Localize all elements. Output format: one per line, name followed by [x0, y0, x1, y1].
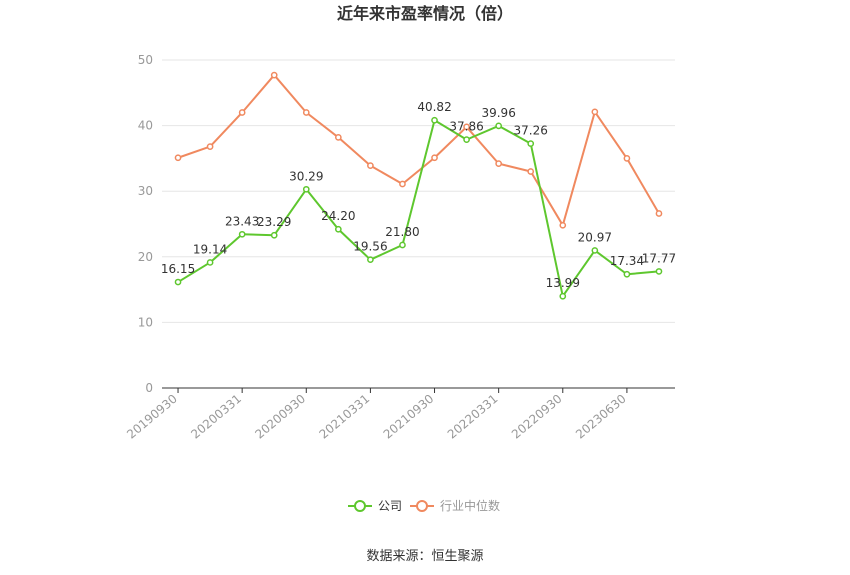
legend-item-company[interactable]: 公司	[348, 499, 402, 513]
company-data-label: 17.77	[642, 251, 676, 265]
company-point	[174, 278, 182, 286]
y-tick-label: 10	[138, 315, 153, 329]
company-point	[206, 259, 214, 266]
industry-median-point	[623, 155, 631, 162]
company-point	[431, 116, 438, 124]
company-series-line	[177, 119, 660, 298]
y-tick-label: 30	[138, 184, 153, 198]
x-axis: 20190930 20200331 20200930 20210331 20210930…	[124, 387, 675, 442]
company-data-label: 40.82	[417, 100, 451, 114]
company-point	[495, 122, 503, 130]
x-tick-label: 20190930	[124, 392, 180, 442]
company-data-label: 39.96	[481, 106, 515, 120]
industry-median-point	[238, 109, 246, 116]
company-data-label: 23.43	[225, 214, 259, 228]
industry-median-point	[463, 123, 470, 131]
company-data-label: 37.86	[449, 120, 483, 134]
industry-median-point	[495, 160, 503, 167]
company-data-label: 13.99	[546, 276, 580, 290]
company-point	[367, 256, 374, 264]
x-tick-label: 20220331	[445, 392, 501, 442]
industry-median-point	[270, 71, 278, 79]
company-point	[302, 185, 310, 193]
industry-median-point	[367, 162, 374, 169]
company-point	[623, 270, 631, 278]
industry-median-point	[174, 154, 182, 162]
industry-median-point	[527, 168, 535, 175]
industry-median-point	[655, 210, 663, 217]
company-data-label: 17.34	[610, 254, 644, 268]
company-point	[559, 292, 567, 300]
company-data-label: 23.29	[257, 215, 291, 229]
chart-title: 近年来市盈率情况（倍）	[337, 4, 513, 23]
company-point	[399, 241, 406, 249]
company-data-label: 37.26	[514, 124, 548, 138]
legend-label: 公司	[378, 499, 402, 513]
x-tick-label: 20200331	[188, 392, 244, 442]
industry-median-series-line	[177, 74, 660, 227]
y-tick-label: 20	[138, 250, 153, 264]
company-data-label: 19.56	[353, 240, 387, 254]
industry-median-point	[334, 134, 342, 141]
industry-median-point	[431, 154, 438, 162]
y-axis: 0 10 20 30 40 50	[138, 53, 153, 395]
industry-median-point	[302, 109, 310, 116]
legend: 公司 行业中位数	[348, 498, 500, 513]
company-point	[591, 247, 599, 254]
company-point	[334, 225, 342, 233]
legend-marker	[354, 500, 366, 512]
industry-median-point	[559, 221, 567, 229]
legend-item-industry-median[interactable]: 行业中位数	[410, 498, 500, 513]
industry-median-point	[399, 180, 406, 188]
company-data-label: 16.15	[161, 262, 195, 276]
company-data-label: 21.80	[385, 225, 419, 239]
company-point	[655, 268, 663, 275]
y-tick-label: 40	[138, 119, 153, 133]
company-point	[270, 231, 278, 239]
company-point	[463, 136, 470, 143]
company-data-label: 30.29	[289, 169, 323, 183]
industry-median-point	[206, 143, 214, 150]
company-point	[527, 140, 535, 147]
x-tick-label: 20230630	[573, 392, 629, 442]
y-tick-label: 50	[138, 53, 153, 67]
x-tick-label: 20220930	[509, 392, 565, 442]
legend-label: 行业中位数	[440, 498, 500, 513]
y-tick-label: 0	[145, 381, 153, 395]
company-data-label: 19.14	[193, 242, 227, 256]
x-tick-label: 20210331	[317, 392, 373, 442]
industry-median-point	[591, 108, 599, 116]
company-point	[238, 230, 246, 238]
x-tick-label: 20200930	[252, 392, 308, 442]
series-layer	[174, 71, 663, 300]
company-data-label: 24.20	[321, 209, 355, 223]
x-tick-label: 20210930	[381, 392, 437, 442]
source-note: 数据来源：恒生聚源	[366, 549, 483, 564]
legend-marker	[416, 500, 428, 512]
company-data-label: 20.97	[578, 230, 612, 244]
